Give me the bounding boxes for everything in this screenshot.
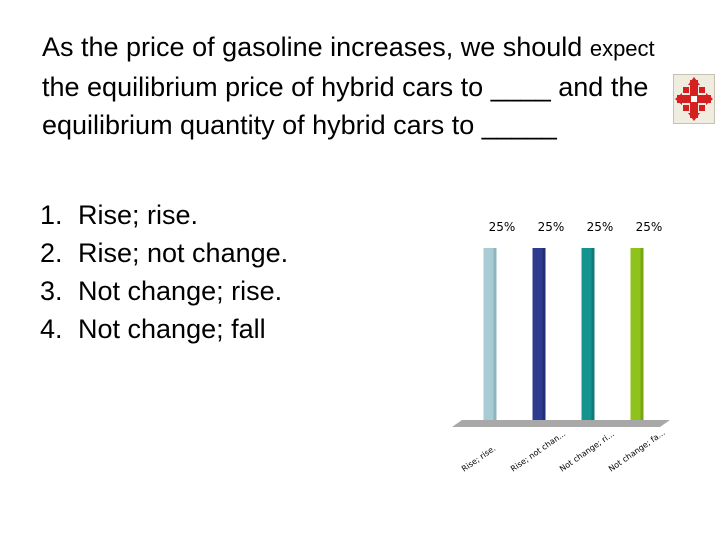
answer-text: Not change; fall [78,314,266,344]
bar-1 [483,248,497,420]
bar-4 [630,248,644,420]
answer-text: Not change; rise. [78,276,283,306]
bar-shade-3 [591,248,595,420]
data-label-4: 25% [636,220,663,234]
question-emphasis: expect [589,36,655,61]
answer-number: 1. [40,200,63,230]
answer-text: Rise; rise. [78,200,199,230]
question-text: As the price of gasoline increases, we s… [42,28,682,144]
data-label-3: 25% [587,220,614,234]
response-grid-glyph [675,77,713,121]
response-bar-chart: 25%Rise; rise.25%Rise; not chan...25%Not… [452,220,670,474]
bar-2 [532,248,546,420]
answer-number: 2. [40,238,63,268]
answer-number: 3. [40,276,63,306]
question-part-1: As the price of gasoline increases, we s… [42,32,583,62]
x-tick-label-1: Rise; rise. [460,444,497,474]
data-label-2: 25% [538,220,565,234]
data-label-1: 25% [489,220,516,234]
answer-option-4[interactable]: 4. Not change; fall [40,310,288,348]
answer-option-3[interactable]: 3. Not change; rise. [40,272,288,310]
answer-text: Rise; not change. [78,238,289,268]
x-tick-label-4: Not change; fa... [607,428,667,474]
answer-number: 4. [40,314,63,344]
chart-floor [452,420,670,427]
bar-shade-2 [542,248,546,420]
question-part-2: the equilibrium price of hybrid cars to … [42,72,649,140]
answer-option-2[interactable]: 2. Rise; not change. [40,234,288,272]
bar-3 [581,248,595,420]
bar-shade-4 [640,248,644,420]
bar-shade-1 [493,248,497,420]
answer-option-1[interactable]: 1. Rise; rise. [40,196,288,234]
answer-list: 1. Rise; rise. 2. Rise; not change. 3. Not … [40,196,288,348]
response-grid-icon[interactable] [673,74,715,124]
